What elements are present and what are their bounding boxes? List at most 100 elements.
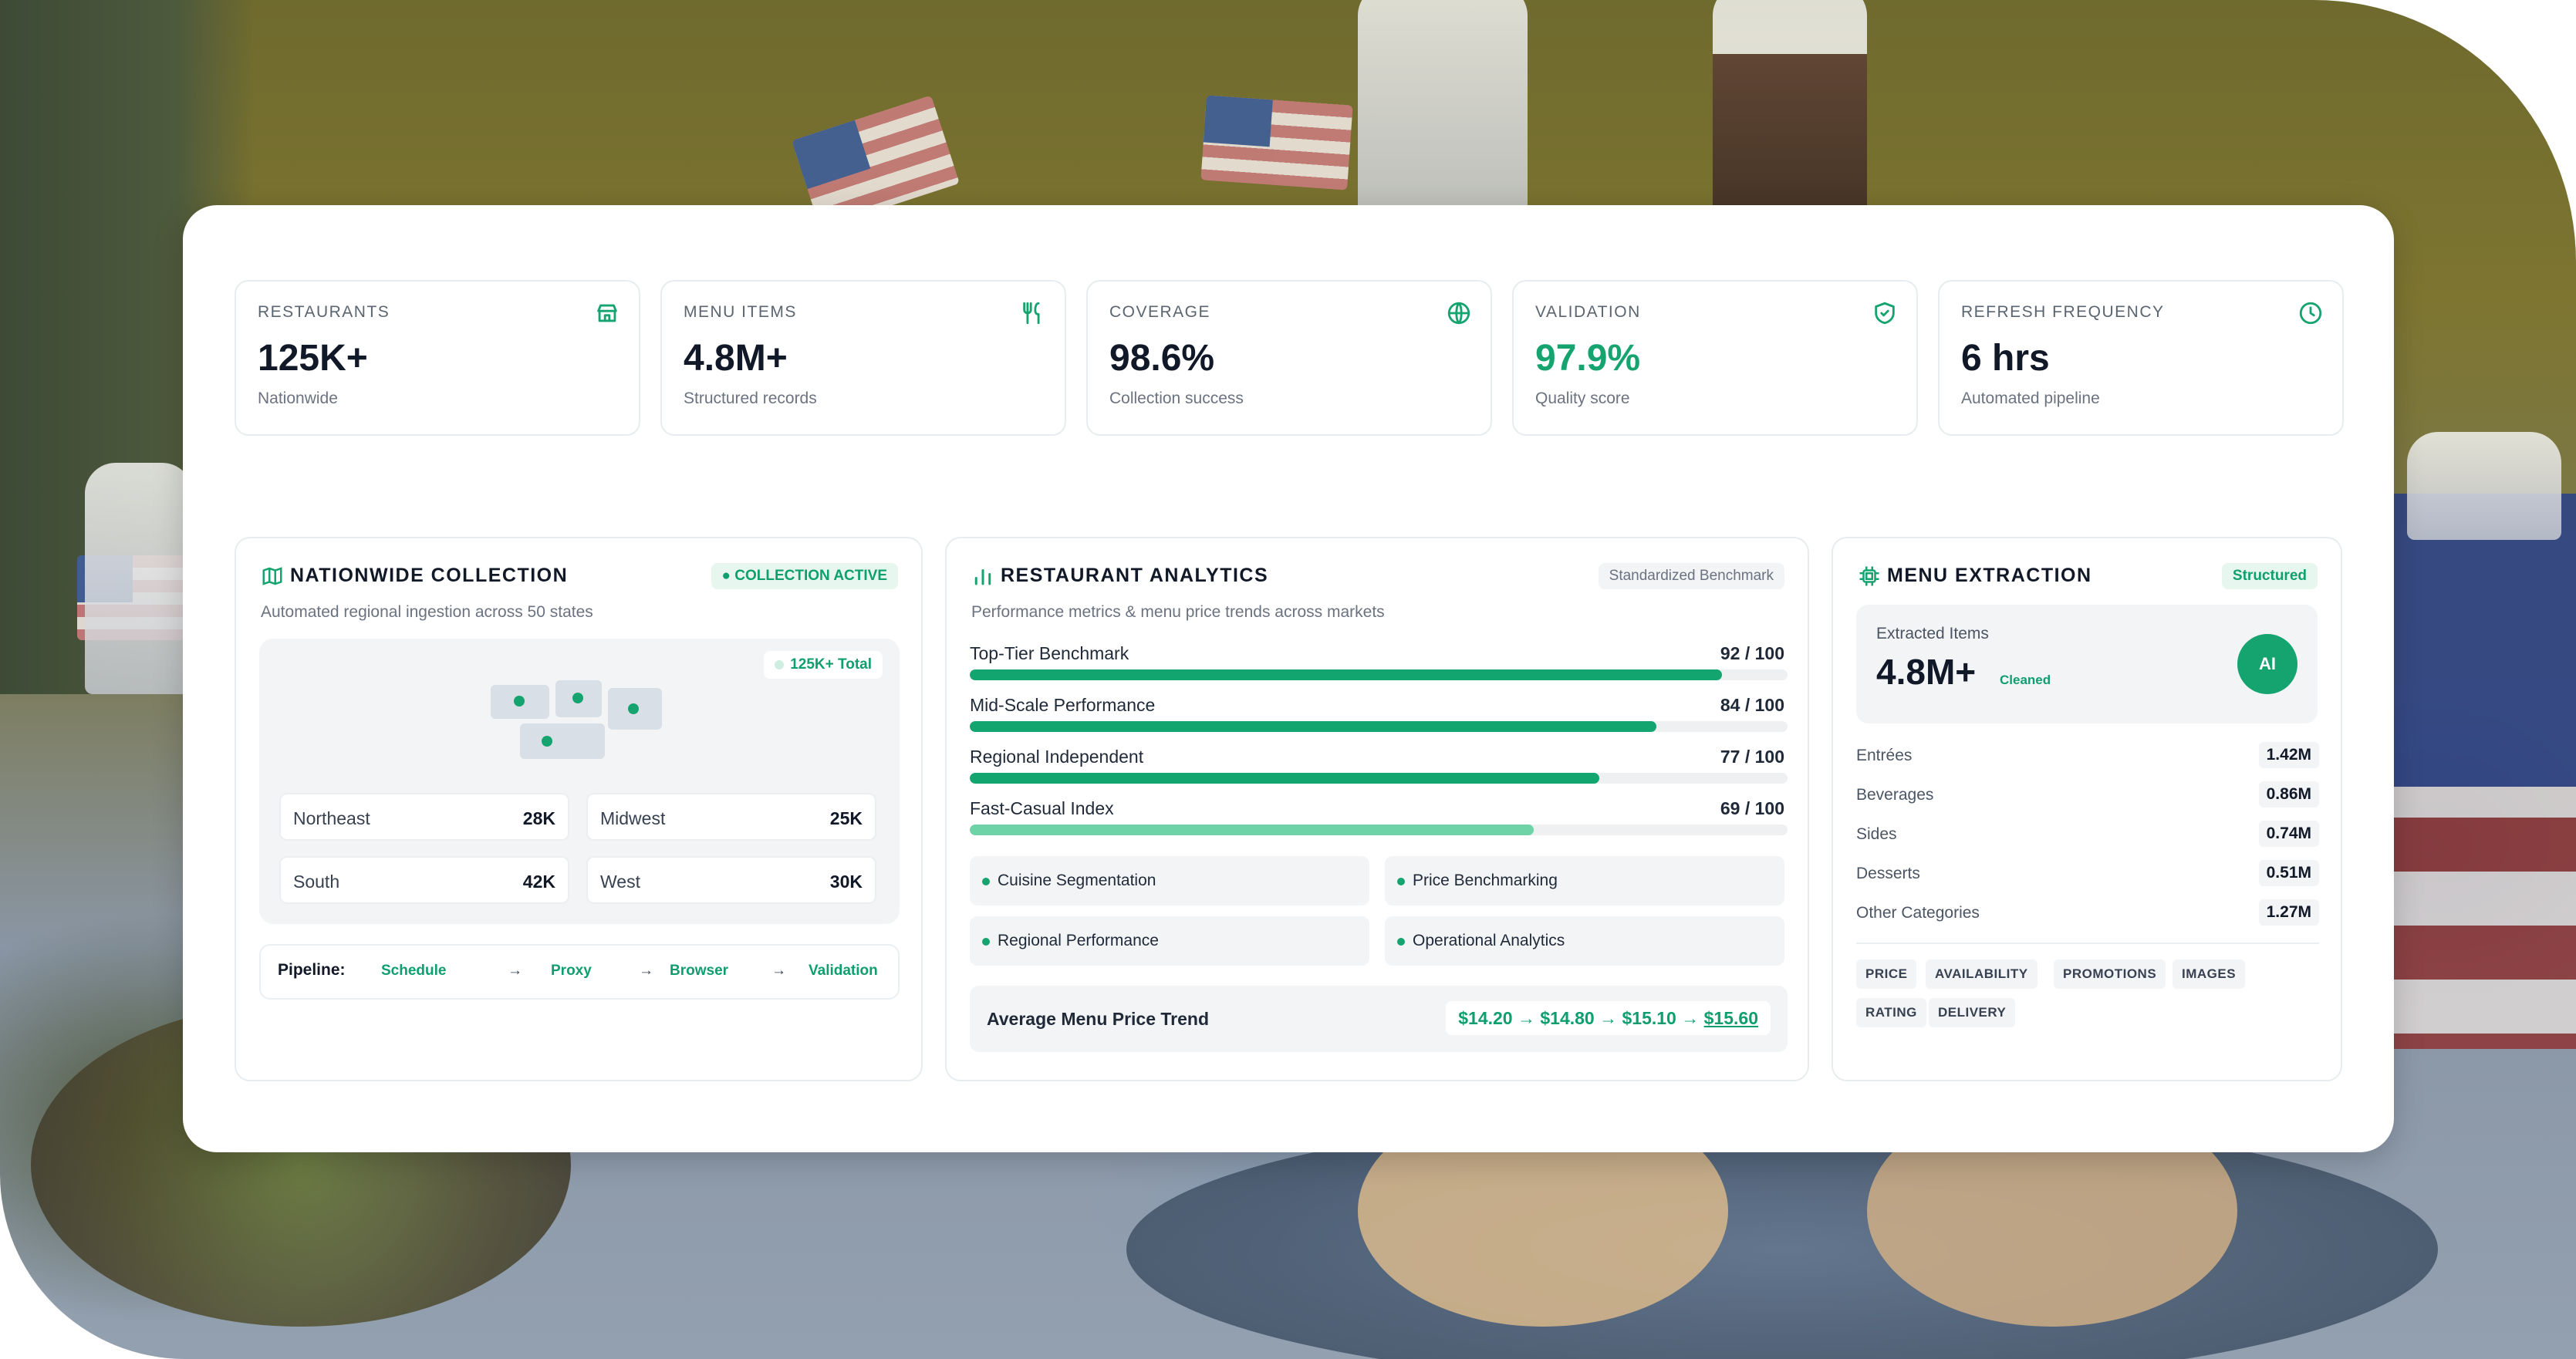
- chip-icon: [1859, 566, 1879, 586]
- category-row: Entrées 1.42M: [1856, 740, 2319, 771]
- feature-chip: Price Benchmarking: [1385, 856, 1784, 905]
- feature-chip: Regional Performance: [970, 916, 1369, 966]
- metric-progress-fill: [970, 721, 1657, 732]
- category-row: Sides 0.74M: [1856, 819, 2319, 850]
- pipeline-step-proxy: Proxy: [551, 963, 592, 979]
- category-row: Desserts 0.51M: [1856, 858, 2319, 889]
- panel-title: MENU EXTRACTION: [1887, 565, 2092, 586]
- stat-card-validation: VALIDATION 97.9% Quality score: [1512, 280, 1918, 436]
- menu-extraction-panel: MENU EXTRACTION Structured Extracted Ite…: [1832, 537, 2342, 1081]
- panel-title: RESTAURANT ANALYTICS: [1001, 565, 1269, 586]
- stat-label: COVERAGE: [1109, 303, 1211, 321]
- store-icon: [597, 304, 617, 322]
- dashboard-card: RESTAURANTS 125K+ Nationwide MENU ITEMS 4.8M…: [183, 205, 2394, 1152]
- pipeline-bar: Pipeline: Schedule → Proxy → Browser → V…: [259, 944, 900, 1000]
- metric-progress-fill: [970, 669, 1723, 680]
- stat-value: 6 hrs: [1961, 338, 2050, 379]
- feature-chip: Operational Analytics: [1385, 916, 1784, 966]
- utensils-icon: [1023, 302, 1040, 325]
- metric-name: Top-Tier Benchmark: [970, 643, 1129, 663]
- stat-card-restaurants: RESTAURANTS 125K+ Nationwide: [235, 280, 640, 436]
- category-value: 0.51M: [2258, 860, 2319, 886]
- region-south: South 42K: [279, 856, 569, 904]
- category-name: Other Categories: [1856, 904, 1980, 922]
- extracted-items-value: 4.8M+: [1876, 652, 1977, 692]
- pipeline-arrow: →: [508, 963, 522, 979]
- panel-subtitle: Automated regional ingestion across 50 s…: [261, 603, 593, 621]
- globe-icon: [1447, 302, 1470, 325]
- pipeline-step-browser: Browser: [670, 963, 729, 979]
- panel-title: NATIONWIDE COLLECTION: [290, 565, 569, 586]
- pipeline-arrow: →: [639, 963, 653, 979]
- stat-subtitle: Quality score: [1535, 389, 1630, 407]
- metric-progress-bar: [970, 773, 1788, 784]
- field-tag: PROMOTIONS: [2054, 959, 2166, 989]
- stat-subtitle: Nationwide: [258, 389, 338, 407]
- stat-subtitle: Structured records: [684, 389, 817, 407]
- pipeline-step-schedule: Schedule: [381, 963, 447, 979]
- nationwide-collection-panel: NATIONWIDE COLLECTION ● COLLECTION ACTIV…: [235, 537, 923, 1081]
- price-trend-row: Average Menu Price Trend $14.20 → $14.80…: [970, 986, 1788, 1052]
- stat-card-coverage: COVERAGE 98.6% Collection success: [1086, 280, 1492, 436]
- pipeline-arrow: →: [771, 963, 786, 979]
- metric-name: Regional Independent: [970, 747, 1144, 767]
- stat-value: 125K+: [258, 338, 368, 379]
- price-trend-latest: $15.60: [1703, 1008, 1758, 1028]
- price-trend-label: Average Menu Price Trend: [987, 1009, 1210, 1029]
- metric-progress-fill: [970, 825, 1534, 835]
- stat-value: 4.8M+: [684, 338, 788, 379]
- stat-label: RESTAURANTS: [258, 303, 390, 321]
- stat-card-menu-items: MENU ITEMS 4.8M+ Structured records: [660, 280, 1066, 436]
- metric-progress-bar: [970, 669, 1788, 680]
- metric-name: Fast-Casual Index: [970, 798, 1114, 818]
- map-icon: [262, 567, 282, 585]
- metric-progress-fill: [970, 773, 1600, 784]
- category-name: Beverages: [1856, 786, 1934, 804]
- feature-chip: Cuisine Segmentation: [970, 856, 1369, 905]
- region-west: West 30K: [586, 856, 876, 904]
- region-midwest: Midwest 25K: [586, 793, 876, 841]
- ai-badge: AI: [2237, 634, 2297, 694]
- extracted-items-label: Extracted Items: [1876, 625, 1989, 642]
- metric-score: 92 / 100: [1720, 643, 1784, 663]
- category-value: 0.86M: [2258, 781, 2319, 808]
- field-tag: RATING: [1856, 998, 1926, 1027]
- stat-subtitle: Automated pipeline: [1961, 389, 2100, 407]
- structured-badge: Structured: [2221, 563, 2318, 589]
- field-tag: DELIVERY: [1929, 998, 2016, 1027]
- stat-subtitle: Collection success: [1109, 389, 1244, 407]
- pipeline-step-validation: Validation: [809, 963, 878, 979]
- benchmark-badge: Standardized Benchmark: [1598, 563, 1784, 589]
- field-tag: IMAGES: [2173, 959, 2246, 989]
- metric-score: 69 / 100: [1720, 798, 1784, 818]
- metric-score: 84 / 100: [1720, 695, 1784, 715]
- category-row: Other Categories 1.27M: [1856, 898, 2319, 929]
- category-name: Sides: [1856, 825, 1897, 843]
- metric-name: Mid-Scale Performance: [970, 695, 1156, 715]
- stat-value: 98.6%: [1109, 338, 1215, 379]
- category-name: Entrées: [1856, 747, 1913, 764]
- stat-value: 97.9%: [1535, 338, 1641, 379]
- stat-label: REFRESH FREQUENCY: [1961, 303, 2165, 321]
- bar-chart-icon: [974, 569, 991, 585]
- category-row: Beverages 0.86M: [1856, 780, 2319, 811]
- clock-icon: [2299, 302, 2322, 325]
- metric-progress-bar: [970, 721, 1788, 732]
- stat-label: MENU ITEMS: [684, 303, 797, 321]
- metric-score: 77 / 100: [1720, 747, 1784, 767]
- region-map: 125K+ Total Northeast 28K Midwest 25K Sout…: [259, 639, 900, 924]
- stat-card-refresh-frequency: REFRESH FREQUENCY 6 hrs Automated pipeline: [1938, 280, 2344, 436]
- region-northeast: Northeast 28K: [279, 793, 569, 841]
- shield-check-icon: [1875, 302, 1895, 325]
- stat-label: VALIDATION: [1535, 303, 1641, 321]
- cleaned-label: Cleaned: [2000, 673, 2051, 687]
- field-tag: AVAILABILITY: [1926, 959, 2038, 989]
- category-name: Desserts: [1856, 865, 1920, 882]
- field-tag: PRICE: [1856, 959, 1917, 989]
- category-value: 1.27M: [2258, 899, 2319, 926]
- collection-status-badge: ● COLLECTION ACTIVE: [711, 563, 898, 589]
- category-value: 1.42M: [2258, 742, 2319, 768]
- price-trend-values: $14.20 → $14.80 → $15.10 → $15.60: [1446, 1001, 1771, 1035]
- metric-progress-bar: [970, 825, 1788, 835]
- restaurant-analytics-panel: RESTAURANT ANALYTICS Standardized Benchm…: [945, 537, 1809, 1081]
